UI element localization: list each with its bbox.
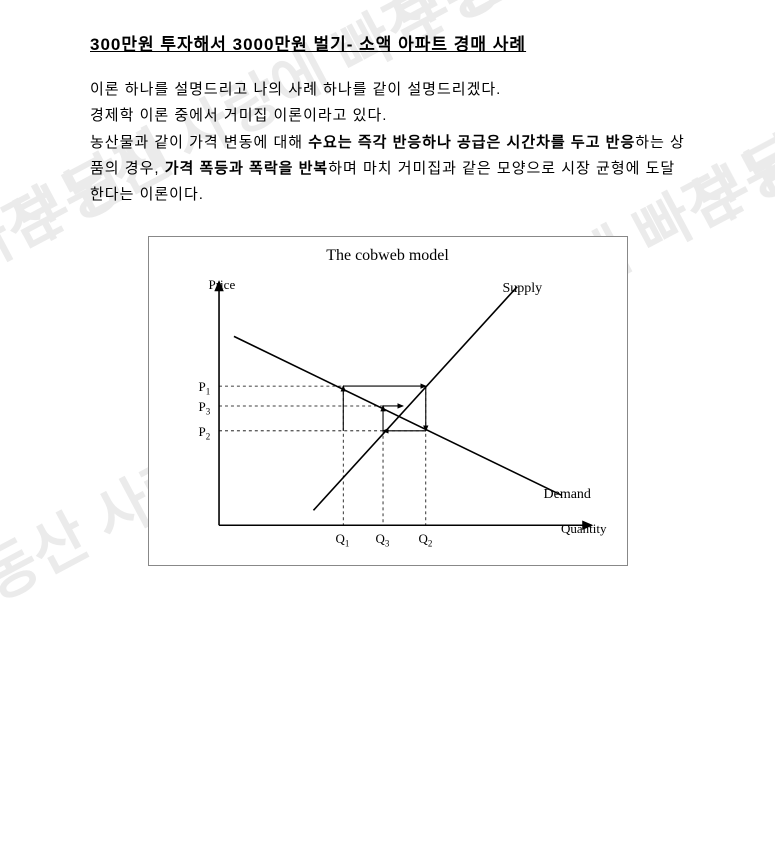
- price-tick: P2: [199, 424, 211, 442]
- y-axis-label: Price: [209, 277, 236, 293]
- qty-tick: Q1: [336, 531, 350, 549]
- supply-label: Supply: [503, 281, 543, 297]
- page-title: 300만원 투자해서 3000만원 벌기- 소액 아파트 경매 사례: [90, 30, 685, 55]
- price-tick: P3: [199, 399, 211, 417]
- cobweb-chart: The cobweb model Price Quantity Supply D…: [148, 236, 628, 566]
- para-bold: 수요는 즉각 반응하나 공급은 시간차를 두고 반응: [308, 134, 635, 151]
- para-line: 이론 하나를 설명드리고 나의 사례 하나를 같이 설명드리겠다.: [90, 81, 501, 98]
- paragraph: 이론 하나를 설명드리고 나의 사례 하나를 같이 설명드리겠다. 경제학 이론…: [90, 77, 685, 208]
- document-body: 300만원 투자해서 3000만원 벌기- 소액 아파트 경매 사례 이론 하나…: [0, 0, 775, 586]
- para-line: 경제학 이론 중에서 거미집 이론이라고 있다.: [90, 107, 387, 124]
- price-tick: P1: [199, 379, 211, 397]
- qty-tick: Q3: [376, 531, 390, 549]
- para-line: 농산물과 같이 가격 변동에 대해: [90, 134, 308, 151]
- para-bold: 가격 폭등과 폭락을 반복: [165, 160, 329, 177]
- qty-tick: Q2: [419, 531, 433, 549]
- demand-label: Demand: [544, 487, 591, 503]
- x-axis-label: Quantity: [561, 521, 607, 537]
